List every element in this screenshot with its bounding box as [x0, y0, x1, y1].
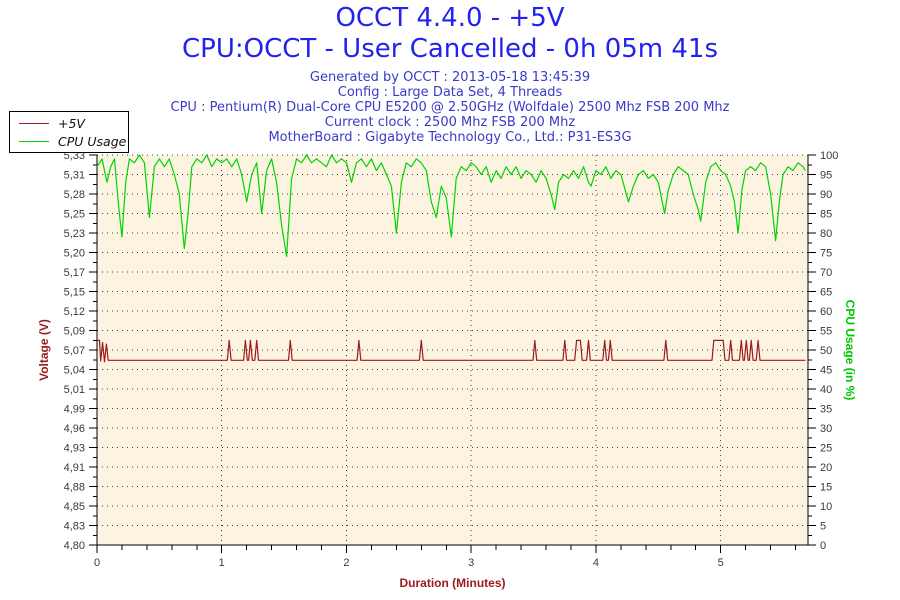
left-tick-label: 5,31	[64, 170, 85, 182]
right-tick-label: 20	[820, 462, 832, 474]
info-cpu: CPU : Pentium(R) Dual-Core CPU E5200 @ 2…	[170, 100, 730, 115]
left-tick-label: 5,20	[64, 248, 85, 260]
left-tick-label: 5,33	[64, 150, 85, 162]
right-tick-label: 70	[820, 267, 832, 279]
right-tick-label: 0	[820, 540, 826, 552]
left-tick-label: 5,01	[64, 384, 85, 396]
left-tick-label: 5,07	[64, 345, 85, 357]
left-tick-label: 5,09	[64, 326, 85, 338]
right-tick-label: 85	[820, 209, 832, 221]
info-config: Config : Large Data Set, 4 Threads	[337, 85, 563, 100]
info-motherboard: MotherBoard : Gigabyte Technology Co., L…	[268, 130, 632, 145]
left-tick-label: 4,85	[64, 501, 85, 513]
right-tick-label: 40	[820, 384, 832, 396]
right-tick-label: 10	[820, 501, 832, 513]
info-generated-by: Generated by OCCT : 2013-05-18 13:45:39	[309, 70, 591, 85]
x-tick-label: 0	[94, 557, 100, 569]
right-tick-label: 60	[820, 306, 832, 318]
x-axis-title: Duration (Minutes)	[400, 576, 506, 590]
chart-subtitle: CPU:OCCT - User Cancelled - 0h 05m 41s	[181, 34, 719, 64]
right-tick-label: 30	[820, 423, 832, 435]
left-tick-label: 4,99	[64, 404, 85, 416]
left-tick-label: 4,93	[64, 443, 85, 455]
left-tick-label: 4,83	[64, 521, 85, 533]
left-tick-label: 5,12	[64, 306, 85, 318]
right-tick-label: 50	[820, 345, 832, 357]
x-tick-label: 1	[219, 557, 225, 569]
x-tick-label: 2	[343, 557, 349, 569]
right-tick-label: 100	[820, 150, 838, 162]
right-tick-label: 75	[820, 248, 832, 260]
info-current-clock: Current clock : 2500 Mhz FSB 200 Mhz	[324, 115, 576, 130]
chart-title: OCCT 4.4.0 - +5V	[335, 3, 565, 33]
left-tick-label: 5,25	[64, 209, 85, 221]
left-tick-label: 5,04	[64, 365, 85, 377]
right-axis-title: CPU Usage (in %)	[843, 300, 857, 401]
left-tick-label: 4,96	[64, 423, 85, 435]
x-tick-label: 3	[468, 557, 474, 569]
right-tick-label: 45	[820, 365, 832, 377]
x-tick-label: 4	[593, 557, 599, 569]
right-tick-label: 80	[820, 228, 832, 240]
legend-label: CPU Usage	[58, 133, 127, 149]
chart-legend: +5V CPU Usage	[9, 111, 129, 153]
left-axis-title: Voltage (V)	[37, 319, 51, 381]
left-tick-label: 5,17	[64, 267, 85, 279]
right-tick-label: 35	[820, 404, 832, 416]
left-tick-label: 4,91	[64, 462, 85, 474]
left-tick-label: 5,23	[64, 228, 85, 240]
left-tick-label: 5,28	[64, 189, 85, 201]
left-tick-label: 4,80	[64, 540, 85, 552]
legend-item: CPU Usage	[10, 132, 128, 150]
legend-swatch-line	[19, 122, 49, 124]
right-tick-label: 55	[820, 326, 832, 338]
series-line--5v	[97, 339, 806, 363]
legend-item: +5V	[10, 114, 128, 132]
legend-label: +5V	[58, 115, 85, 131]
right-tick-label: 95	[820, 170, 832, 182]
left-tick-label: 5,15	[64, 287, 85, 299]
right-tick-label: 65	[820, 287, 832, 299]
left-tick-label: 4,88	[64, 482, 85, 494]
right-tick-label: 5	[820, 521, 826, 533]
x-tick-label: 5	[718, 557, 724, 569]
legend-swatch-line	[19, 140, 49, 142]
series-line-cpu-usage	[96, 154, 807, 257]
right-tick-label: 25	[820, 443, 832, 455]
right-tick-label: 15	[820, 482, 832, 494]
right-tick-label: 90	[820, 189, 832, 201]
